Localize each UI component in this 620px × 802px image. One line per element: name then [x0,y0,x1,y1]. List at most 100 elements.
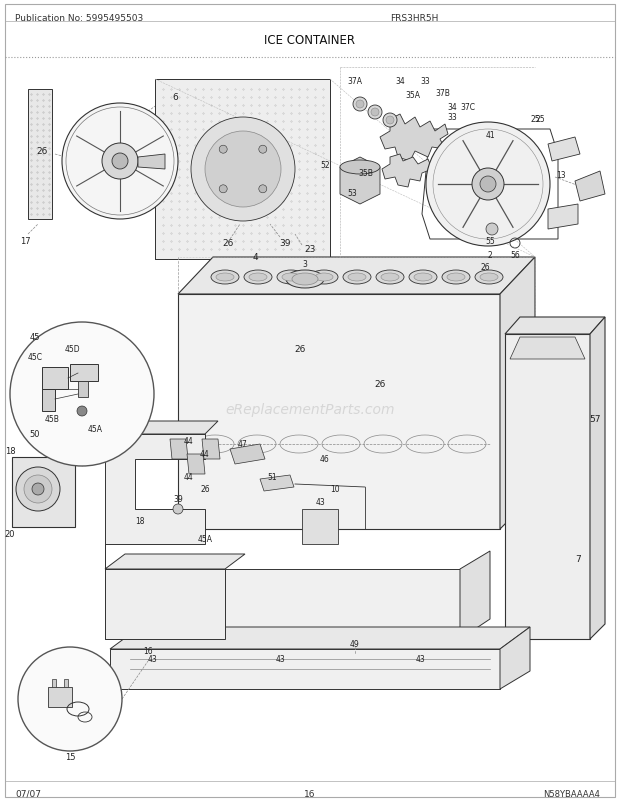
Text: 47: 47 [237,440,247,449]
Text: 26: 26 [480,263,490,272]
Polygon shape [340,158,380,205]
Text: eReplacementParts.com: eReplacementParts.com [225,403,395,416]
Circle shape [102,144,138,180]
Text: 33: 33 [420,78,430,87]
Circle shape [259,146,267,154]
Circle shape [16,468,60,512]
Polygon shape [70,365,98,382]
Text: 37C: 37C [461,103,476,112]
Text: 49: 49 [350,640,360,649]
Circle shape [24,476,52,504]
Text: 35A: 35A [405,91,420,100]
Circle shape [205,132,281,208]
Circle shape [472,168,504,200]
Text: 45C: 45C [27,353,43,362]
Text: 43: 43 [315,498,325,507]
Text: 7: 7 [575,555,581,564]
Circle shape [219,146,227,154]
Text: 41: 41 [485,131,495,140]
Ellipse shape [475,270,503,285]
Polygon shape [42,367,68,390]
Polygon shape [105,554,245,569]
Circle shape [426,123,550,247]
Text: 34: 34 [447,103,457,112]
Text: 43: 43 [148,654,158,664]
Text: 25: 25 [530,115,540,124]
Polygon shape [590,318,605,639]
Text: 35B: 35B [358,169,373,178]
Ellipse shape [343,270,371,285]
Text: 2: 2 [487,250,492,259]
Ellipse shape [409,270,437,285]
Ellipse shape [244,270,272,285]
Ellipse shape [277,270,305,285]
Text: 43: 43 [275,654,285,664]
Polygon shape [12,457,75,528]
Text: 45B: 45B [45,415,60,424]
Polygon shape [28,90,52,220]
Polygon shape [460,551,490,639]
Circle shape [486,224,498,236]
Text: 37B: 37B [436,89,451,99]
Polygon shape [230,444,265,464]
Polygon shape [187,455,205,475]
Text: 26: 26 [374,380,386,389]
Polygon shape [380,115,448,162]
Ellipse shape [292,273,318,286]
Text: 37A: 37A [347,78,363,87]
Circle shape [368,106,382,119]
Circle shape [77,407,87,416]
Polygon shape [138,155,165,170]
Circle shape [383,114,397,128]
Ellipse shape [376,270,404,285]
Polygon shape [105,569,460,639]
Ellipse shape [480,273,498,282]
Polygon shape [42,390,55,411]
Polygon shape [48,687,72,707]
Text: 18: 18 [5,447,16,456]
Polygon shape [260,476,294,492]
Text: 07/07: 07/07 [15,789,41,798]
Text: 39: 39 [279,239,291,248]
Text: 43: 43 [415,654,425,664]
Ellipse shape [442,270,470,285]
Ellipse shape [216,273,234,282]
Text: 17: 17 [20,237,30,246]
Text: 26: 26 [37,148,48,156]
Polygon shape [110,627,530,649]
Text: 16: 16 [143,646,153,656]
Polygon shape [110,649,500,689]
Circle shape [219,185,227,193]
Text: 18: 18 [135,516,144,526]
Ellipse shape [310,270,338,285]
Ellipse shape [211,270,239,285]
Circle shape [32,484,44,496]
Text: 20: 20 [5,530,16,539]
Ellipse shape [381,273,399,282]
Text: 34: 34 [395,78,405,87]
Circle shape [386,117,394,125]
Polygon shape [178,294,500,529]
Text: 44: 44 [200,450,210,459]
Text: 45: 45 [30,333,40,342]
Ellipse shape [286,270,324,289]
Ellipse shape [414,273,432,282]
Polygon shape [202,439,220,460]
Circle shape [191,118,295,221]
Polygon shape [575,172,605,202]
Circle shape [356,101,364,109]
Polygon shape [52,679,56,687]
Polygon shape [510,338,585,359]
Circle shape [62,104,178,220]
Polygon shape [5,5,615,797]
Ellipse shape [348,273,366,282]
Circle shape [10,322,154,467]
Text: N58YBAAAA4: N58YBAAAA4 [543,789,600,798]
Polygon shape [505,318,605,334]
Text: 45A: 45A [198,535,213,544]
Circle shape [173,504,183,514]
Polygon shape [105,422,218,435]
Circle shape [480,176,496,192]
Polygon shape [548,138,580,162]
Ellipse shape [282,273,300,282]
